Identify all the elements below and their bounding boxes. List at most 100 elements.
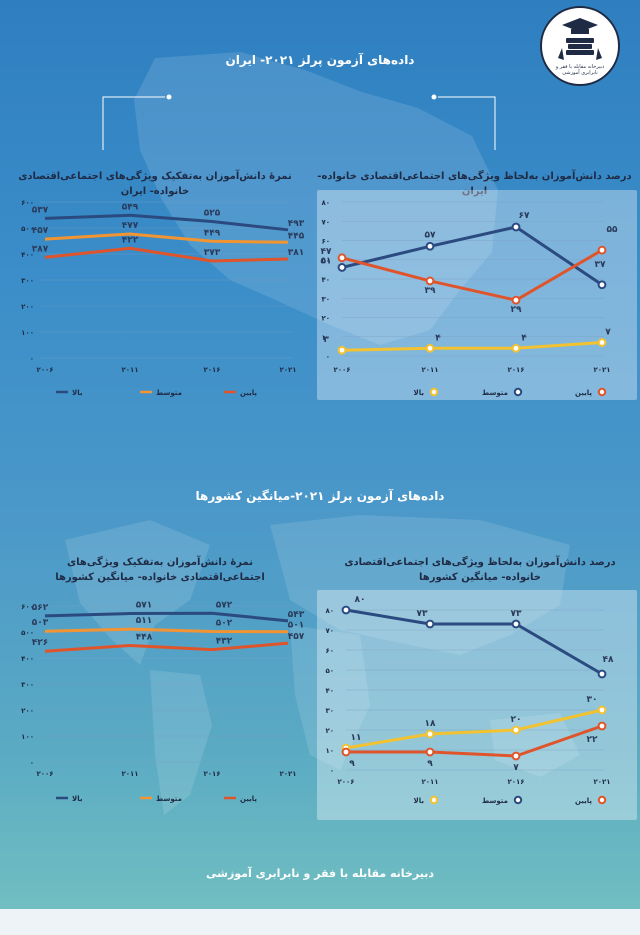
legend-label: بالا: [414, 797, 425, 805]
series-line: [44, 232, 289, 244]
data-label: ۴۲۶: [32, 638, 48, 648]
y-tick-label: ۵۰۰: [21, 225, 34, 233]
x-tick-label: ۲۰۲۱: [279, 366, 296, 374]
legend-marker: [597, 795, 607, 805]
data-point: [337, 263, 347, 272]
data-point: [511, 725, 521, 735]
y-tick-label: ۵۰۰: [21, 629, 34, 637]
data-label: ۴۵۷: [32, 226, 49, 236]
data-label: ۵۴۹: [122, 202, 139, 212]
y-tick-label: ۶۰: [321, 238, 330, 246]
data-label: ۵۵: [607, 225, 618, 235]
y-tick-label: ۰: [330, 767, 334, 775]
data-label: ۴۲۲: [122, 235, 139, 245]
x-tick-label: ۲۰۲۱: [279, 770, 296, 778]
x-tick-label: ۲۰۱۱: [421, 366, 438, 374]
data-label: ۴۴۹: [204, 228, 221, 238]
y-tick-label: ۸۰: [325, 607, 334, 615]
y-tick-label: ۷۰: [325, 627, 334, 635]
data-point: [341, 605, 351, 615]
series-line: [345, 708, 603, 750]
data-label: ۵۶۲: [32, 603, 49, 613]
y-tick-label: ۲۰: [325, 727, 334, 735]
data-point: [597, 338, 607, 347]
series-line: [345, 608, 603, 676]
y-tick-label: ۸۰: [321, 199, 330, 207]
data-point: [597, 721, 607, 731]
legend-label: پایین: [240, 389, 257, 397]
y-tick-label: ۳۰۰: [21, 681, 34, 689]
y-tick-label: ۱۰۰: [21, 733, 34, 741]
y-tick-label: ۱۰۰: [21, 329, 34, 337]
world-map-silhouette: [65, 515, 580, 815]
data-point: [597, 245, 607, 255]
data-label: ۵۲۵: [204, 209, 221, 219]
data-label: ۵۷۱: [136, 601, 152, 611]
data-label: ۴۴۵: [288, 231, 305, 241]
intl-percent-chart: ۰ ۱۰ ۲۰ ۳۰ ۴۰ ۵۰ ۶۰ ۷۰ ۸۰ ۲۰۰۶ ۲۰۱۱ ۲۰۱۶ ۲۰۲۱ ۱۱ ۱۸ ۲۰ ۳…: [317, 590, 637, 820]
connector-lines: [102, 94, 496, 150]
data-point: [597, 669, 607, 679]
data-label: ۴: [435, 333, 441, 343]
data-point: [341, 747, 351, 757]
legend-marker: [513, 387, 523, 397]
x-tick-label: ۲۰۱۶: [507, 366, 524, 374]
legend-label: بالا: [72, 389, 83, 397]
legend-label: بالا: [414, 389, 425, 397]
data-label: ۲۲: [587, 735, 598, 745]
y-tick-label: ۶۰۰: [21, 603, 34, 611]
data-label: ۶۷: [519, 211, 530, 221]
x-tick-label: ۲۰۱۶: [203, 770, 220, 778]
series-line: [346, 724, 603, 758]
series-line: [341, 248, 603, 302]
series-line: [341, 225, 603, 287]
y-tick-label: ۴۰: [321, 276, 330, 284]
data-point: [511, 619, 521, 629]
legend-label: متوسط: [156, 389, 182, 397]
graduation-cap-books-icon: [558, 18, 602, 60]
data-point: [511, 343, 521, 353]
legend-marker: [513, 795, 523, 805]
data-label: ۵۳۷: [32, 205, 49, 215]
y-tick-label: ۴۰۰: [21, 251, 34, 259]
data-label: ۴۳۲: [216, 637, 233, 647]
series-line: [44, 246, 289, 263]
data-label: ۵۷۲: [216, 600, 233, 610]
logo: دبیرخانه مقابله با فقر و نابرابری آموزشی: [540, 6, 620, 86]
data-label: ۳۸۱: [288, 248, 304, 258]
series-line: [341, 341, 603, 352]
series-line: [44, 627, 289, 634]
y-tick-label: ۳۰۰: [21, 277, 34, 285]
legend-label: متوسط: [482, 389, 508, 397]
y-tick-label: ۷۰: [321, 218, 330, 226]
data-label: ۳: [323, 335, 329, 345]
data-point: [511, 295, 521, 305]
data-label: ۳۰: [587, 695, 598, 705]
y-tick-label: ۳۰: [321, 295, 330, 303]
y-tick-label: ۳۰: [325, 707, 334, 715]
y-tick-label: ۲۰۰: [21, 303, 34, 311]
x-tick-label: ۲۰۱۱: [421, 778, 438, 786]
y-tick-label: ۶۰: [325, 647, 334, 655]
data-label: ۲۹: [511, 305, 522, 315]
data-label: ۵۰۳: [32, 618, 49, 628]
data-point: [511, 751, 521, 761]
data-point: [337, 345, 347, 355]
legend-marker: [429, 795, 439, 805]
intl-scores-title: نمرۀ دانش‌آموزان به‌تفکیک ویژگی‌های اجتم…: [55, 557, 265, 583]
data-label: ۴۸: [603, 655, 614, 665]
data-label: ۴۷۷: [122, 221, 139, 231]
legend-marker: [597, 387, 607, 397]
data-label: ۵۱۱: [136, 616, 152, 626]
data-point: [597, 280, 607, 290]
data-label: ۷۳: [511, 609, 522, 619]
data-label: ۴۵۷: [288, 632, 305, 642]
data-label: ۵۰۲: [216, 618, 233, 628]
x-tick-label: ۲۰۰۶: [36, 770, 53, 778]
legend-label: پایین: [575, 389, 592, 397]
y-tick-label: ۴۰۰: [21, 655, 34, 663]
data-label: ۷: [605, 328, 611, 338]
data-label: ۴۹۳: [288, 219, 305, 229]
y-tick-label: ۱۰: [325, 747, 334, 755]
series-line: [44, 641, 289, 653]
